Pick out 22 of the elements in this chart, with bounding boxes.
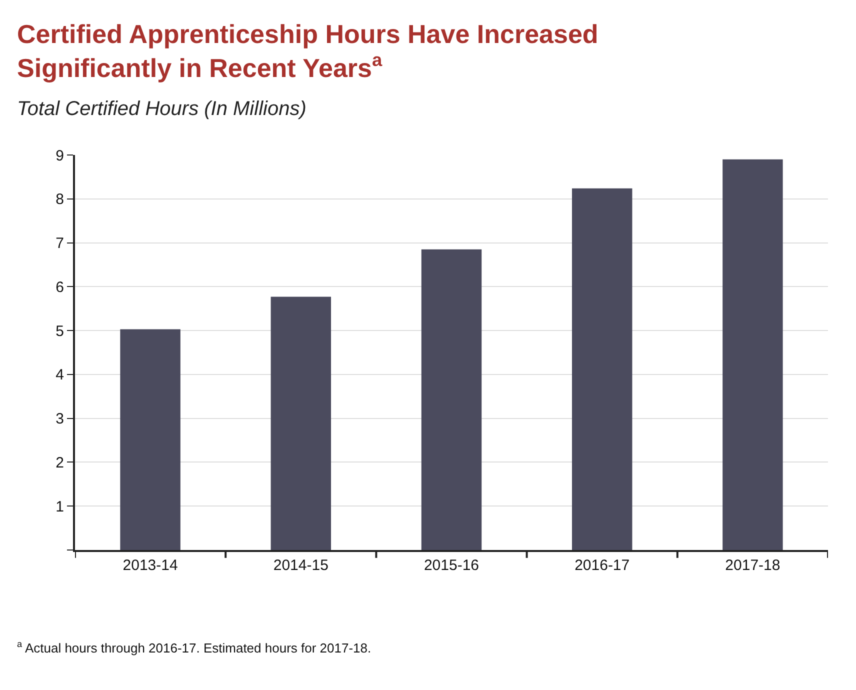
bar [722, 159, 783, 550]
y-tick-label: 8 [56, 191, 64, 208]
chart-subtitle: Total Certified Hours (In Millions) [17, 98, 306, 120]
chart-title: Certified Apprenticeship Hours Have Increased Significantly in Recent Years$^{a}$ [17, 19, 598, 83]
bar [421, 249, 482, 550]
y-tick-label: 2 [56, 454, 64, 472]
x-tick-label: 2013-14 [122, 557, 178, 574]
x-tick-label: 2015-16 [424, 557, 480, 574]
x-tick-label: 2017-18 [725, 557, 780, 574]
y-tick-label: 4 [56, 366, 64, 384]
y-tick-label: 3 [56, 410, 64, 428]
y-tick-label: 7 [56, 235, 64, 252]
bar [572, 188, 632, 550]
y-tick-label: 6 [56, 278, 64, 296]
y-tick-label: 5 [56, 322, 64, 340]
bar [120, 329, 180, 550]
bar [270, 296, 332, 550]
x-tick-label: 2016-17 [574, 557, 630, 574]
y-tick-label: 9 [56, 147, 64, 164]
text: $^{a}$ Actual hours through 2016-17. Estimated hours for 2017-18. [17, 639, 372, 656]
y-tick-label: 1 [56, 498, 64, 516]
x-tick-label: 2014-15 [273, 557, 328, 574]
